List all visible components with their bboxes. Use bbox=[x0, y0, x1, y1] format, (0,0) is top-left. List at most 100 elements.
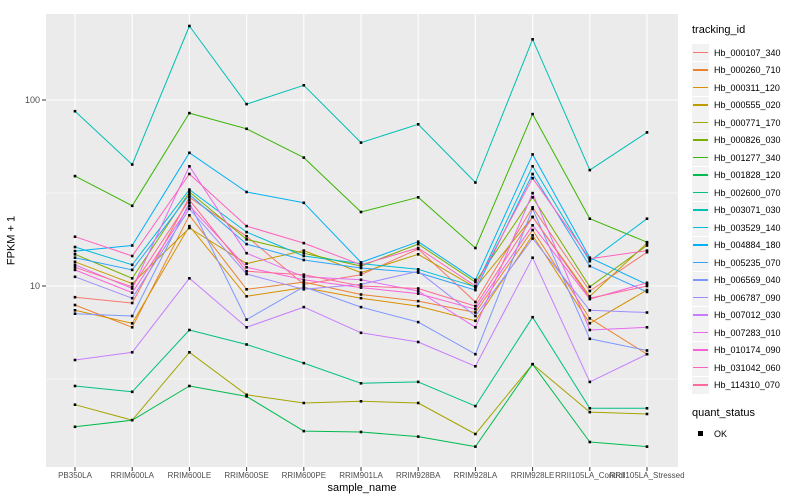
data-point-marker bbox=[588, 309, 592, 312]
data-point-marker bbox=[416, 253, 420, 256]
x-tick-label: RRIM600SE bbox=[224, 471, 269, 480]
data-point-marker bbox=[245, 295, 248, 298]
data-point-marker bbox=[531, 224, 534, 227]
data-point-marker bbox=[73, 235, 77, 238]
legend-item: Hb_007012_030 bbox=[692, 306, 800, 325]
data-point-marker bbox=[130, 285, 134, 289]
data-point-marker bbox=[130, 326, 134, 329]
data-point-marker bbox=[245, 272, 248, 276]
data-point-marker bbox=[188, 328, 191, 332]
data-point-marker bbox=[645, 407, 649, 410]
y-tick-label: 10 bbox=[29, 281, 40, 291]
legend-item-label: Hb_000555_020 bbox=[714, 100, 781, 111]
legend-swatch-line bbox=[693, 104, 708, 106]
legend-item: Hb_006569_040 bbox=[692, 271, 800, 290]
data-point-marker bbox=[359, 261, 363, 264]
data-point-marker bbox=[302, 285, 306, 289]
data-point-marker bbox=[416, 287, 420, 290]
legend-item-label: Hb_114310_070 bbox=[714, 380, 780, 391]
x-tick-label: RRIM600PE bbox=[281, 471, 327, 480]
legend-swatch-line bbox=[693, 244, 708, 246]
x-tick-label: RRII105LA_Control bbox=[555, 471, 625, 480]
data-point-marker bbox=[588, 289, 592, 293]
data-point-marker bbox=[645, 284, 649, 288]
data-point-marker bbox=[245, 190, 248, 194]
data-point-marker bbox=[474, 319, 477, 323]
data-point-marker bbox=[73, 256, 77, 259]
legend-item: Hb_000771_170 bbox=[692, 114, 800, 132]
data-point-marker bbox=[302, 361, 306, 365]
data-point-marker bbox=[130, 268, 134, 272]
legend-item-label: Hb_003071_030 bbox=[714, 205, 781, 216]
data-point-marker bbox=[188, 165, 191, 168]
legend-item: Hb_010174_090 bbox=[692, 341, 800, 360]
data-point-marker bbox=[474, 404, 477, 408]
data-point-marker bbox=[531, 172, 534, 176]
data-point-marker bbox=[130, 244, 134, 247]
data-point-marker bbox=[73, 260, 77, 264]
data-point-marker bbox=[645, 412, 649, 416]
data-point-marker bbox=[302, 84, 306, 87]
data-point-marker bbox=[588, 410, 592, 414]
legend-key bbox=[692, 61, 709, 79]
data-point-marker bbox=[359, 305, 363, 309]
quant-status-label: OK bbox=[714, 428, 728, 439]
data-point-marker bbox=[531, 153, 534, 156]
legend-item-label: Hb_001828_120 bbox=[714, 170, 781, 181]
data-point-marker bbox=[531, 207, 534, 211]
legend-item: Hb_002600_070 bbox=[692, 184, 800, 202]
legend-key bbox=[692, 149, 709, 167]
legend-item: Hb_003529_140 bbox=[692, 219, 800, 237]
legend-swatch-line bbox=[693, 349, 708, 351]
data-point-marker bbox=[359, 141, 363, 144]
data-point-marker bbox=[302, 201, 306, 205]
data-point-marker bbox=[359, 263, 363, 267]
data-point-marker bbox=[73, 303, 77, 307]
data-point-marker bbox=[73, 309, 77, 312]
legend-key bbox=[692, 166, 709, 184]
data-point-marker bbox=[416, 242, 420, 246]
data-point-marker bbox=[588, 337, 592, 341]
legend-key bbox=[692, 96, 709, 114]
data-point-marker bbox=[188, 193, 191, 196]
data-point-marker bbox=[245, 393, 248, 397]
legend-key bbox=[692, 236, 709, 254]
data-point-marker bbox=[188, 207, 191, 211]
data-point-marker bbox=[531, 315, 534, 319]
legend-item: Hb_001828_120 bbox=[692, 166, 800, 185]
data-point-marker bbox=[474, 311, 477, 314]
data-point-marker bbox=[188, 277, 191, 280]
legend-key bbox=[692, 184, 709, 202]
legend-swatch-line bbox=[693, 51, 708, 54]
legend-swatch-line bbox=[693, 174, 708, 176]
legend-item: Hb_000311_120 bbox=[692, 79, 800, 97]
data-point-marker bbox=[474, 307, 477, 311]
data-point-marker bbox=[588, 257, 592, 261]
legend-swatch-line bbox=[693, 331, 708, 334]
data-point-marker bbox=[73, 425, 77, 429]
data-point-marker bbox=[130, 263, 134, 267]
data-point-marker bbox=[645, 349, 649, 352]
data-point-marker bbox=[302, 258, 306, 262]
legend-item-label: Hb_000771_170 bbox=[714, 117, 781, 128]
data-point-marker bbox=[359, 284, 363, 288]
data-point-marker bbox=[245, 127, 248, 131]
data-point-marker bbox=[359, 286, 363, 289]
legend-item: Hb_007283_010 bbox=[692, 324, 800, 342]
data-point-marker bbox=[130, 282, 134, 285]
legend-item-label: Hb_006569_040 bbox=[714, 275, 781, 286]
data-point-marker bbox=[474, 326, 477, 329]
data-point-marker bbox=[130, 204, 134, 208]
legend-key bbox=[692, 324, 709, 342]
data-point-marker bbox=[245, 235, 248, 238]
x-tick-label: PB350LA bbox=[58, 471, 92, 480]
data-point-marker bbox=[416, 401, 420, 405]
data-point-marker bbox=[359, 430, 363, 434]
legend-swatch-line bbox=[693, 226, 708, 229]
data-point-marker bbox=[188, 172, 191, 176]
data-point-marker bbox=[130, 254, 134, 258]
data-point-marker bbox=[645, 217, 649, 220]
data-point-marker bbox=[245, 266, 248, 269]
data-point-marker bbox=[416, 299, 420, 303]
data-point-marker bbox=[302, 429, 306, 433]
